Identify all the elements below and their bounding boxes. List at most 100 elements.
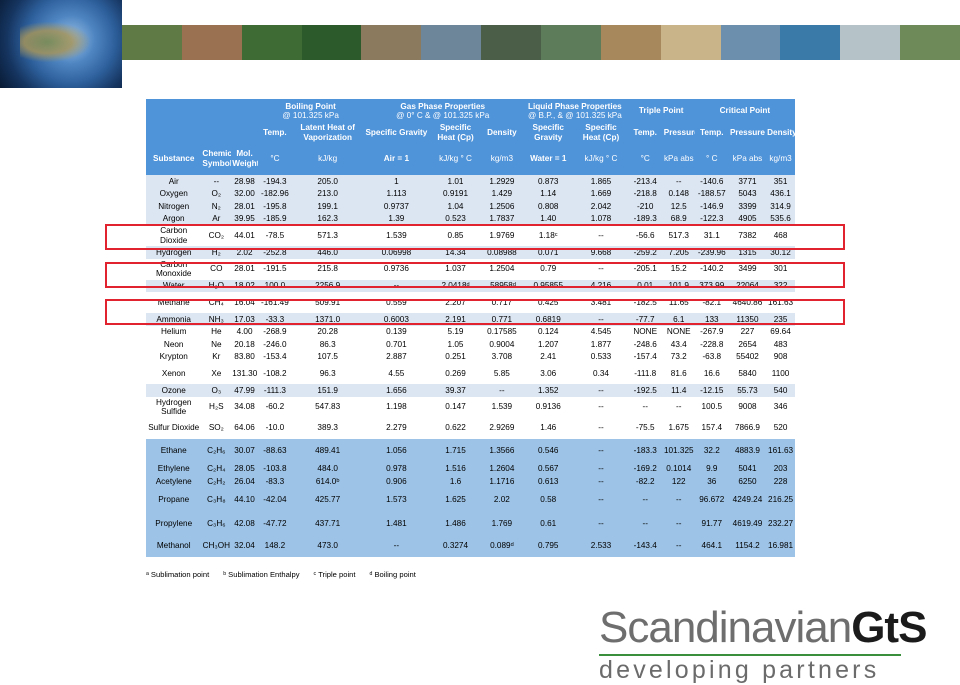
banner-photo: [181, 25, 242, 60]
header-blank: [146, 99, 202, 123]
cell-mol-weight: 18.02: [231, 279, 258, 292]
cell-bp-temp: -88.63: [257, 438, 292, 463]
cell-bp-temp: 148.2: [257, 535, 292, 557]
header-liquid-phase: Liquid Phase Properties @ B.P., & @ 101.3…: [522, 99, 628, 123]
cell-gas-cp: 0.147: [429, 396, 482, 418]
cell-gas-sg: 1.481: [363, 511, 430, 536]
cell-cp-pressure: 22064: [728, 279, 767, 292]
unit-tp-temp: °C: [627, 142, 663, 175]
cell-latent-heat: 2256.9: [291, 279, 364, 292]
cell-cp-pressure: 9008: [728, 396, 767, 418]
cell-liq-sg: 1.352: [522, 384, 575, 397]
cell-symbol: H₂O: [201, 279, 232, 292]
header-row-properties: Temp. Latent Heat of Vaporization Specif…: [146, 123, 795, 142]
header-blank: [146, 123, 202, 142]
footnote: ᶜ Triple point: [313, 570, 356, 579]
header-tp-temp: Temp.: [627, 123, 663, 142]
cell-liq-cp: 1.669: [574, 187, 628, 200]
cell-cp-temp: 133: [694, 313, 729, 326]
banner-photo: [660, 25, 721, 60]
cell-gas-cp: 1.01: [429, 175, 482, 188]
header-gas-cp: Specific Heat (Cp): [429, 123, 482, 142]
cell-cp-density: 436.1: [766, 187, 795, 200]
cell-gas-density: 1.1716: [481, 475, 523, 488]
cell-cp-pressure: 4905: [728, 212, 767, 225]
gas-properties-table-container: Boiling Point @ 101.325 kPa Gas Phase Pro…: [146, 99, 795, 557]
cell-tp-temp: --: [627, 396, 663, 418]
cell-tp-pressure: 122: [662, 475, 695, 488]
cell-symbol: Ne: [201, 338, 232, 351]
table-row: Propylene C₃H₆ 42.08 -47.72 437.71 1.481 1.486…: [146, 511, 795, 536]
cell-liq-sg: 0.6819: [522, 313, 575, 326]
cell-cp-pressure: 3771: [728, 175, 767, 188]
cell-cp-temp: 464.1: [694, 535, 729, 557]
cell-cp-pressure: 4640.86: [728, 292, 767, 313]
header-blank: [231, 99, 258, 123]
cell-latent-heat: 151.9: [291, 384, 364, 397]
logo-wordmark: ScandinavianGtS: [599, 603, 927, 652]
cell-cp-pressure: 4249.24: [728, 487, 767, 512]
footnote: ᵃ Sublimation point: [146, 570, 210, 579]
banner-photo: [840, 25, 901, 60]
cell-mol-weight: 16.04: [231, 292, 258, 313]
cell-gas-sg: 1.113: [363, 187, 430, 200]
cell-cp-pressure: 2654: [728, 338, 767, 351]
cell-gas-density: 0.9004: [481, 338, 523, 351]
header-cp-density: Density: [766, 123, 795, 142]
cell-liq-cp: 3.481: [574, 292, 628, 313]
cell-liq-sg: 1.46: [522, 417, 575, 439]
cell-tp-pressure: --: [662, 396, 695, 418]
cell-substance: Krypton: [146, 350, 202, 363]
table-row: Argon Ar 39.95 -185.9 162.3 1.39 0.523 1.7837 1.…: [146, 212, 795, 225]
cell-cp-pressure: 55.73: [728, 384, 767, 397]
cell-symbol: N₂: [201, 200, 232, 213]
cell-latent-heat: 437.71: [291, 511, 364, 536]
cell-tp-temp: -157.4: [627, 350, 663, 363]
cell-liq-sg: 2.41: [522, 350, 575, 363]
cell-symbol: Ar: [201, 212, 232, 225]
cell-cp-temp: 9.9: [694, 462, 729, 475]
cell-latent-heat: 86.3: [291, 338, 364, 351]
gas-properties-table: Boiling Point @ 101.325 kPa Gas Phase Pro…: [146, 99, 795, 557]
cell-cp-density: 216.25: [766, 487, 795, 512]
table-body: Boiling Point @ 101.325 kPa Gas Phase Pro…: [146, 99, 795, 557]
cell-gas-density: 2.9269: [481, 417, 523, 439]
cell-substance: Oxygen: [146, 187, 202, 200]
cell-gas-sg: 1.539: [363, 225, 430, 246]
cell-substance: Neon: [146, 338, 202, 351]
photo-banner-strip: [122, 25, 960, 60]
cell-tp-pressure: 43.4: [662, 338, 695, 351]
cell-gas-cp: 1.04: [429, 200, 482, 213]
cell-gas-sg: 1.656: [363, 384, 430, 397]
cell-symbol: NH₃: [201, 313, 232, 326]
cell-mol-weight: 44.01: [231, 225, 258, 246]
cell-tp-pressure: 0.1014: [662, 462, 695, 475]
cell-mol-weight: 30.07: [231, 438, 258, 463]
header-liq-cp: Specific Heat (Cp): [574, 123, 628, 142]
cell-cp-temp: 157.4: [694, 417, 729, 439]
cell-mol-weight: 64.06: [231, 417, 258, 439]
cell-liq-sg: 0.124: [522, 325, 575, 338]
cell-mol-weight: 4.00: [231, 325, 258, 338]
cell-substance: Hydrogen Sulfide: [146, 396, 202, 418]
cell-mol-weight: 44.10: [231, 487, 258, 512]
cell-bp-temp: -268.9: [257, 325, 292, 338]
cell-mol-weight: 42.08: [231, 511, 258, 536]
cell-cp-density: 203: [766, 462, 795, 475]
cell-tp-temp: -210: [627, 200, 663, 213]
unit-liq-cp: kJ/kg ° C: [574, 142, 628, 175]
cell-latent-heat: 96.3: [291, 363, 364, 384]
cell-cp-temp: 100.5: [694, 396, 729, 418]
cell-cp-pressure: 4619.49: [728, 511, 767, 536]
cell-gas-density: 1.429: [481, 187, 523, 200]
cell-tp-pressure: 12.5: [662, 200, 695, 213]
unit-cp-temp: ° C: [694, 142, 729, 175]
cell-symbol: CH₄: [201, 292, 232, 313]
cell-cp-pressure: 3399: [728, 200, 767, 213]
cell-gas-cp: 1.6: [429, 475, 482, 488]
cell-tp-temp: -218.8: [627, 187, 663, 200]
cell-gas-sg: 1.573: [363, 487, 430, 512]
cell-bp-temp: -103.8: [257, 462, 292, 475]
cell-mol-weight: 28.05: [231, 462, 258, 475]
cell-tp-temp: -143.4: [627, 535, 663, 557]
